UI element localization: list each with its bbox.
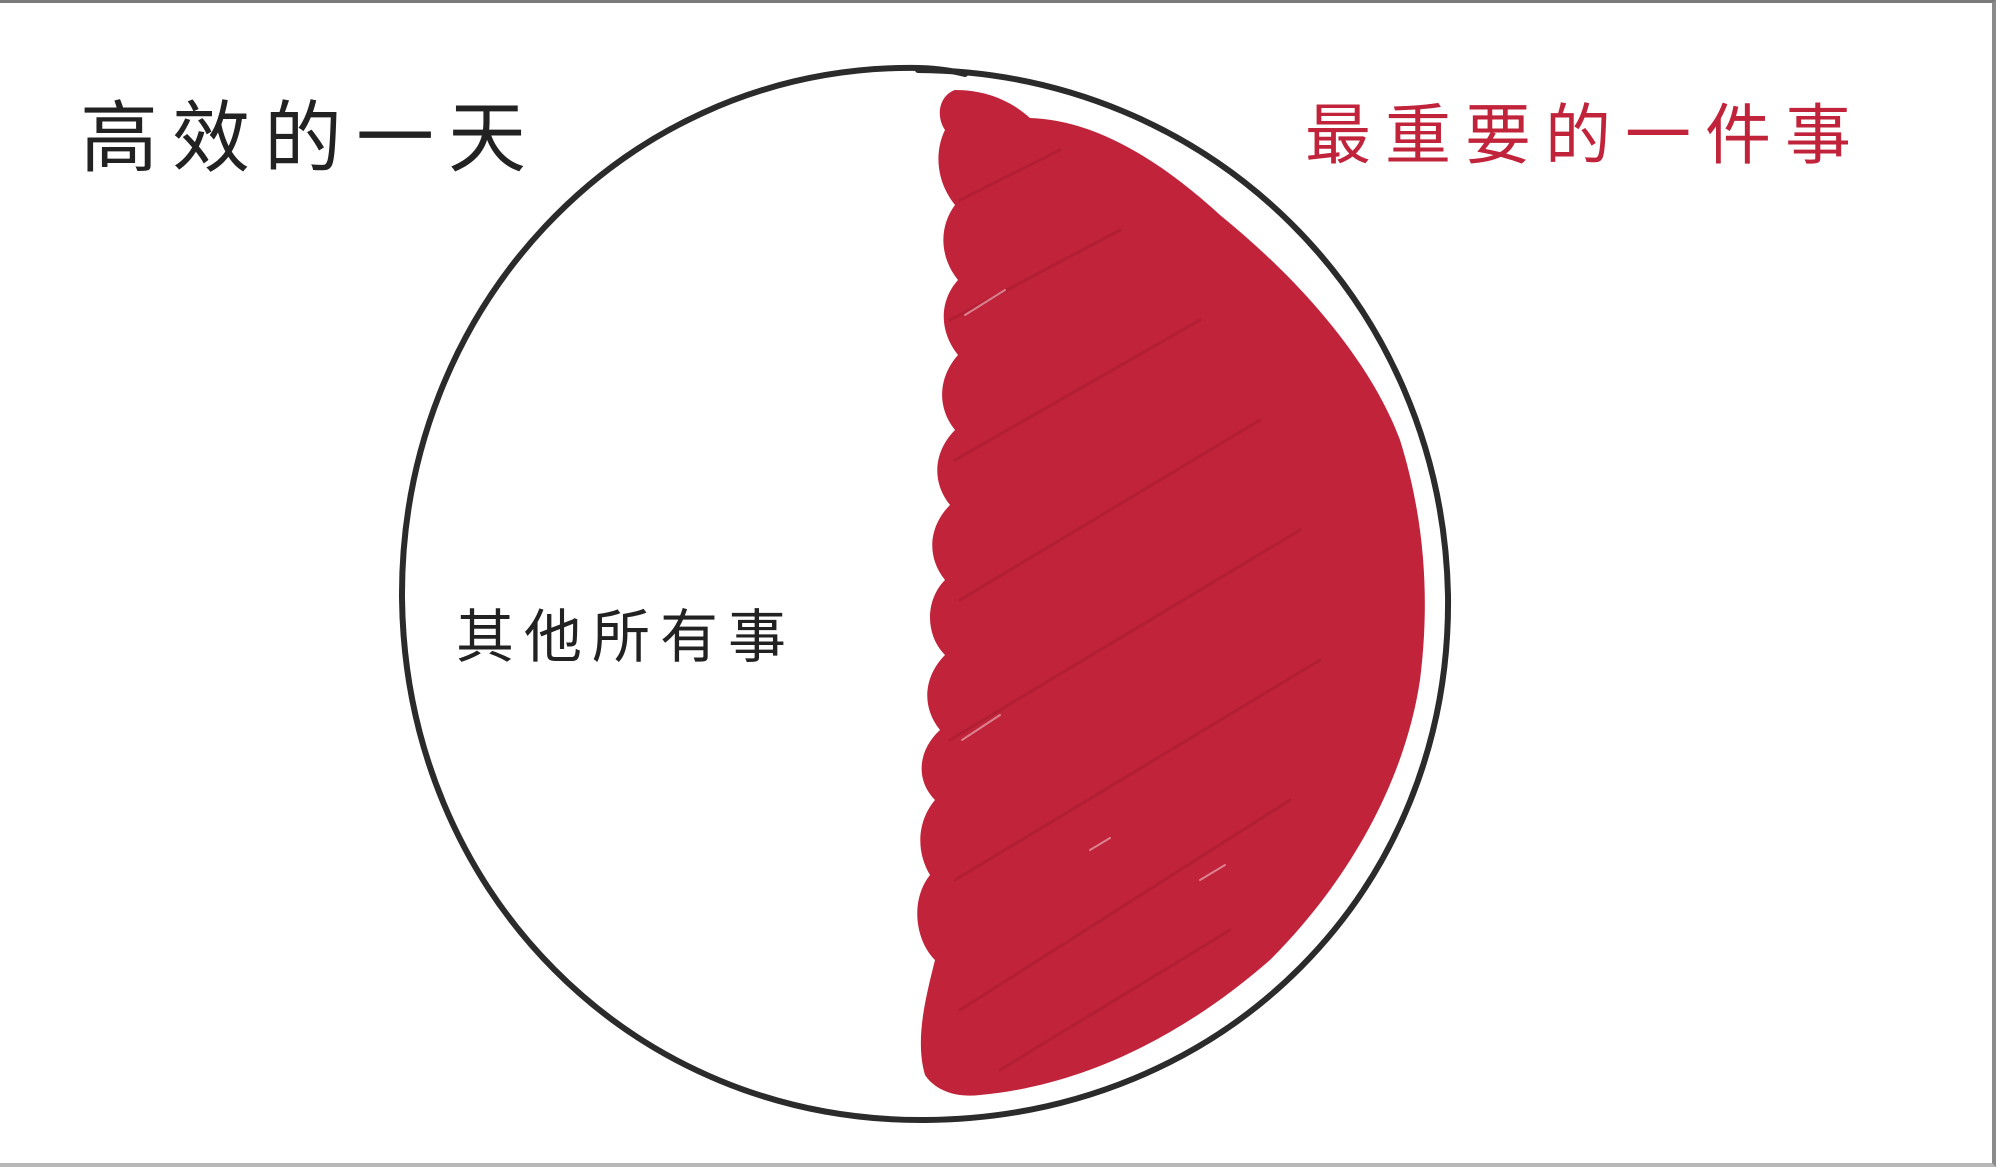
highlight-segment <box>917 90 1425 1096</box>
label-everything-else: 其他所有事 <box>456 603 797 671</box>
scribble-texture <box>948 148 1322 1072</box>
title-productive-day: 高效的一天 <box>80 94 541 184</box>
circle-outline <box>398 64 1452 1124</box>
scribble-highlights <box>961 289 1226 881</box>
title-one-thing: 最重要的一件事 <box>1305 97 1865 174</box>
